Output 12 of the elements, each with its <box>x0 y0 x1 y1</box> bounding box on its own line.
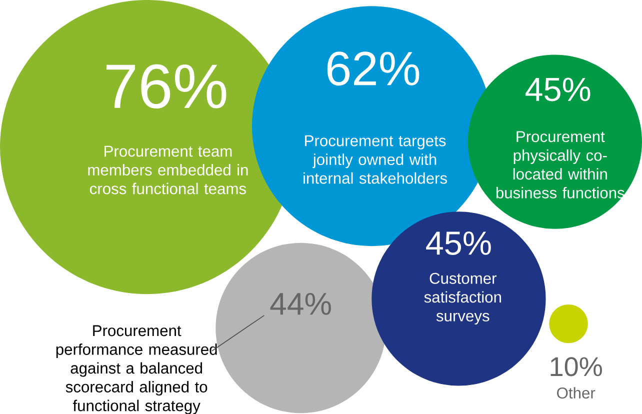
category-label: Other <box>557 386 596 398</box>
category-label: Procurement physically co-located within business functions <box>496 131 624 198</box>
category-label: Procurement targets jointly owned with internal stakeholders <box>304 135 447 184</box>
data-label: 76% <box>106 64 226 108</box>
category-label: Customer satisfaction surveys <box>424 272 501 324</box>
data-label: 44% <box>270 292 331 315</box>
data-label: 62% <box>327 51 420 86</box>
data-label: 45% <box>426 231 491 255</box>
category-label: Procurement team members embedded in cross functional teams <box>88 146 248 194</box>
category-label: Procurement performance measured against a balanced scorecard aligned to functional strategy <box>56 325 217 414</box>
data-label: 10% <box>550 356 602 376</box>
data-label: 45% <box>525 78 590 102</box>
